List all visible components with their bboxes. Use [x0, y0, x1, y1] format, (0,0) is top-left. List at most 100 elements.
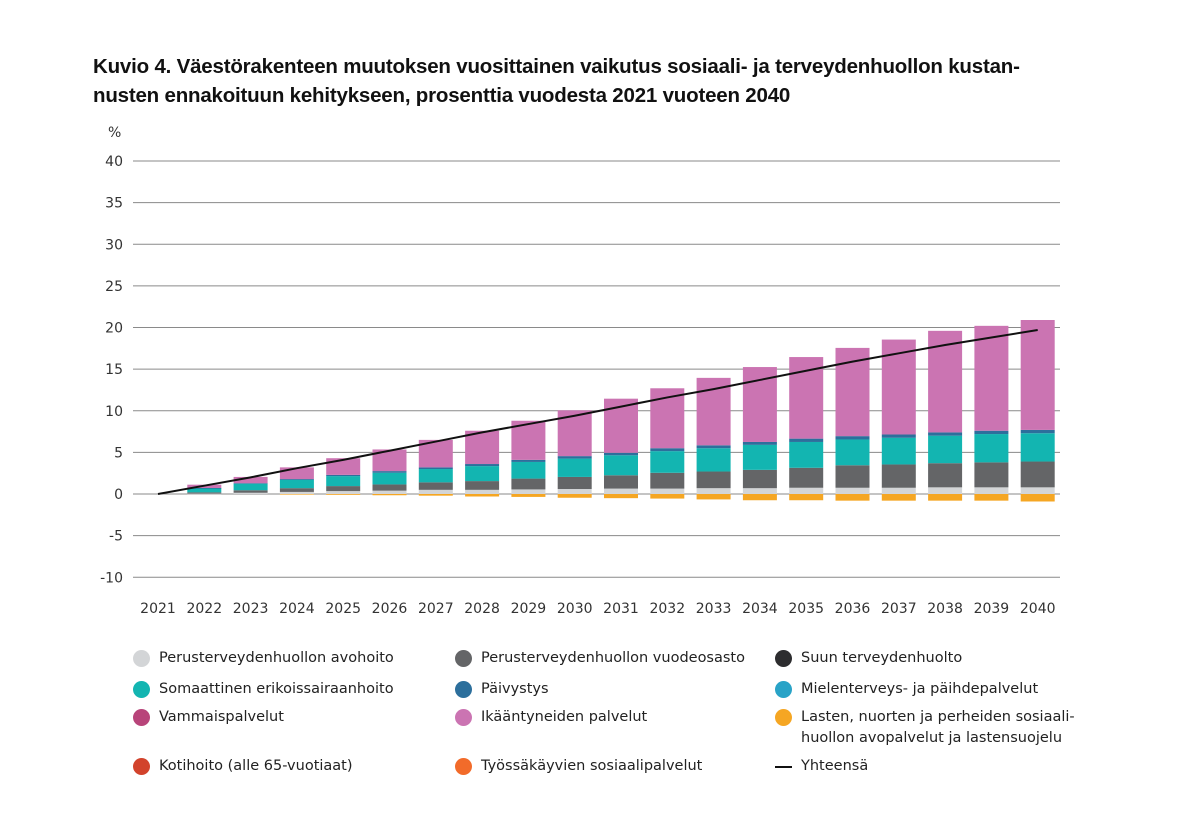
bar-segment [418, 467, 453, 470]
legend-label: Mielenterveys- ja päihdepalvelut [801, 681, 1039, 697]
legend-label: Somaattinen erikoissairaanhoito [159, 681, 394, 697]
x-tick-label: 2038 [927, 601, 963, 617]
bar-segment [835, 487, 870, 494]
bar-segment [928, 494, 963, 501]
x-tick-label: 2028 [464, 601, 500, 617]
bar-segment [928, 330, 963, 433]
bar-segment [279, 494, 314, 495]
y-tick-label: -10 [100, 570, 123, 586]
bar-segment [742, 441, 777, 445]
bar-segment [974, 325, 1009, 431]
y-tick-label: 15 [105, 362, 123, 378]
bar-segment [604, 455, 638, 476]
gridlines [133, 160, 1060, 578]
total-line-group [157, 329, 1038, 495]
bar-segment [418, 469, 453, 483]
legend-item: Suun terveydenhuolto [775, 648, 962, 669]
bar-segment [881, 464, 916, 488]
bar-segment [789, 494, 824, 501]
bar-segment [696, 448, 731, 472]
bar-segment [465, 464, 500, 467]
bar-segment [881, 487, 916, 494]
legend-label: Yhteensä [801, 758, 869, 774]
legend-item: Perusterveydenhuollon vuodeosasto [455, 648, 745, 669]
bar-segment [372, 449, 407, 472]
bar-segment [696, 494, 731, 500]
bar-segment [511, 494, 546, 497]
bar-segment [928, 432, 963, 436]
bar-segment [279, 479, 314, 489]
color-dot-icon [133, 650, 150, 667]
bar-segment [974, 494, 1009, 501]
color-dot-icon [455, 758, 472, 775]
bar-segment [604, 398, 638, 453]
legend-item: Lasten, nuorten ja perheiden sosiaali- h… [775, 707, 1075, 749]
bar-segment [789, 438, 824, 442]
bar-segment [511, 420, 546, 460]
legend-item: Mielenterveys- ja päihdepalvelut [775, 679, 1038, 700]
chart-title-line-1: Kuvio 4. Väestörakenteen muutoksen vuosi… [93, 55, 1020, 78]
y-tick-label: 40 [105, 154, 123, 170]
bar-segment [974, 462, 1009, 488]
legend-item: Kotihoito (alle 65-vuotiaat) [133, 756, 353, 777]
bar-segment [418, 489, 453, 494]
color-dot-icon [775, 681, 792, 698]
bar-segment [835, 439, 870, 466]
bar-segment [1020, 494, 1055, 502]
bar-segment [233, 490, 268, 493]
x-tick-label: 2025 [325, 601, 361, 617]
legend-label: Suun terveydenhuolto [801, 650, 963, 666]
bar-segment [742, 488, 777, 494]
bar-segment [187, 493, 222, 495]
bar-segment [650, 448, 685, 452]
stacked-bar-chart: % 40 35 30 25 20 15 10 5 0 -5 -10 2021 2022 2023 2024… [100, 125, 1060, 617]
x-tick-label: 2031 [603, 601, 639, 617]
bar-segment [557, 476, 592, 490]
bar-segment [511, 461, 546, 479]
color-dot-icon [455, 681, 472, 698]
x-tick-label: 2040 [1020, 601, 1056, 617]
bar-segment [279, 467, 314, 480]
color-dot-icon [133, 681, 150, 698]
y-axis-ticks: 40 35 30 25 20 15 10 5 0 -5 -10 [100, 154, 123, 586]
bar-segment [650, 451, 685, 473]
bar-segment [233, 483, 268, 491]
bar-segment [650, 494, 685, 499]
bar-segment [650, 488, 685, 494]
bar-segment [187, 492, 222, 494]
x-tick-label: 2022 [186, 601, 222, 617]
bar-segment [326, 474, 361, 477]
bar-segment [928, 487, 963, 494]
y-tick-label: 0 [114, 487, 123, 503]
x-tick-label: 2037 [881, 601, 917, 617]
legend-item: Ikääntyneiden palvelut [455, 707, 647, 728]
y-axis-unit-label: % [108, 125, 121, 141]
color-dot-icon [775, 650, 792, 667]
bar-segment [511, 459, 546, 462]
color-dot-icon [455, 650, 472, 667]
bar-segment [742, 469, 777, 489]
bar-segment [187, 488, 222, 489]
bar-segment [326, 486, 361, 492]
bar-segment [974, 430, 1009, 435]
bar-segment [233, 483, 268, 484]
bar-segment [696, 488, 731, 494]
x-axis-ticks: 2021 2022 2023 2024 2025 2026 2027 2028 2029 2030… [140, 601, 1055, 617]
bar-segment [1020, 429, 1055, 434]
bar-segment [604, 488, 638, 494]
legend-item: Perusterveydenhuollon avohoito [133, 648, 394, 669]
legend-label: Perusterveydenhuollon vuodeosasto [481, 650, 745, 666]
bar-segment [326, 491, 361, 494]
bar-segment [372, 471, 407, 473]
color-dot-icon [133, 709, 150, 726]
bar-segment [835, 494, 870, 501]
y-tick-label: 25 [105, 279, 123, 295]
chart-title-line-2: nusten ennakoituun kehitykseen, prosentt… [93, 84, 791, 107]
bar-segment [465, 489, 500, 494]
x-tick-label: 2023 [233, 601, 269, 617]
x-tick-label: 2029 [511, 601, 547, 617]
legend-item: Vammaispalvelut [133, 707, 284, 728]
legend-label: Vammaispalvelut [159, 709, 284, 725]
bar-segment [974, 487, 1009, 494]
x-tick-label: 2035 [788, 601, 824, 617]
